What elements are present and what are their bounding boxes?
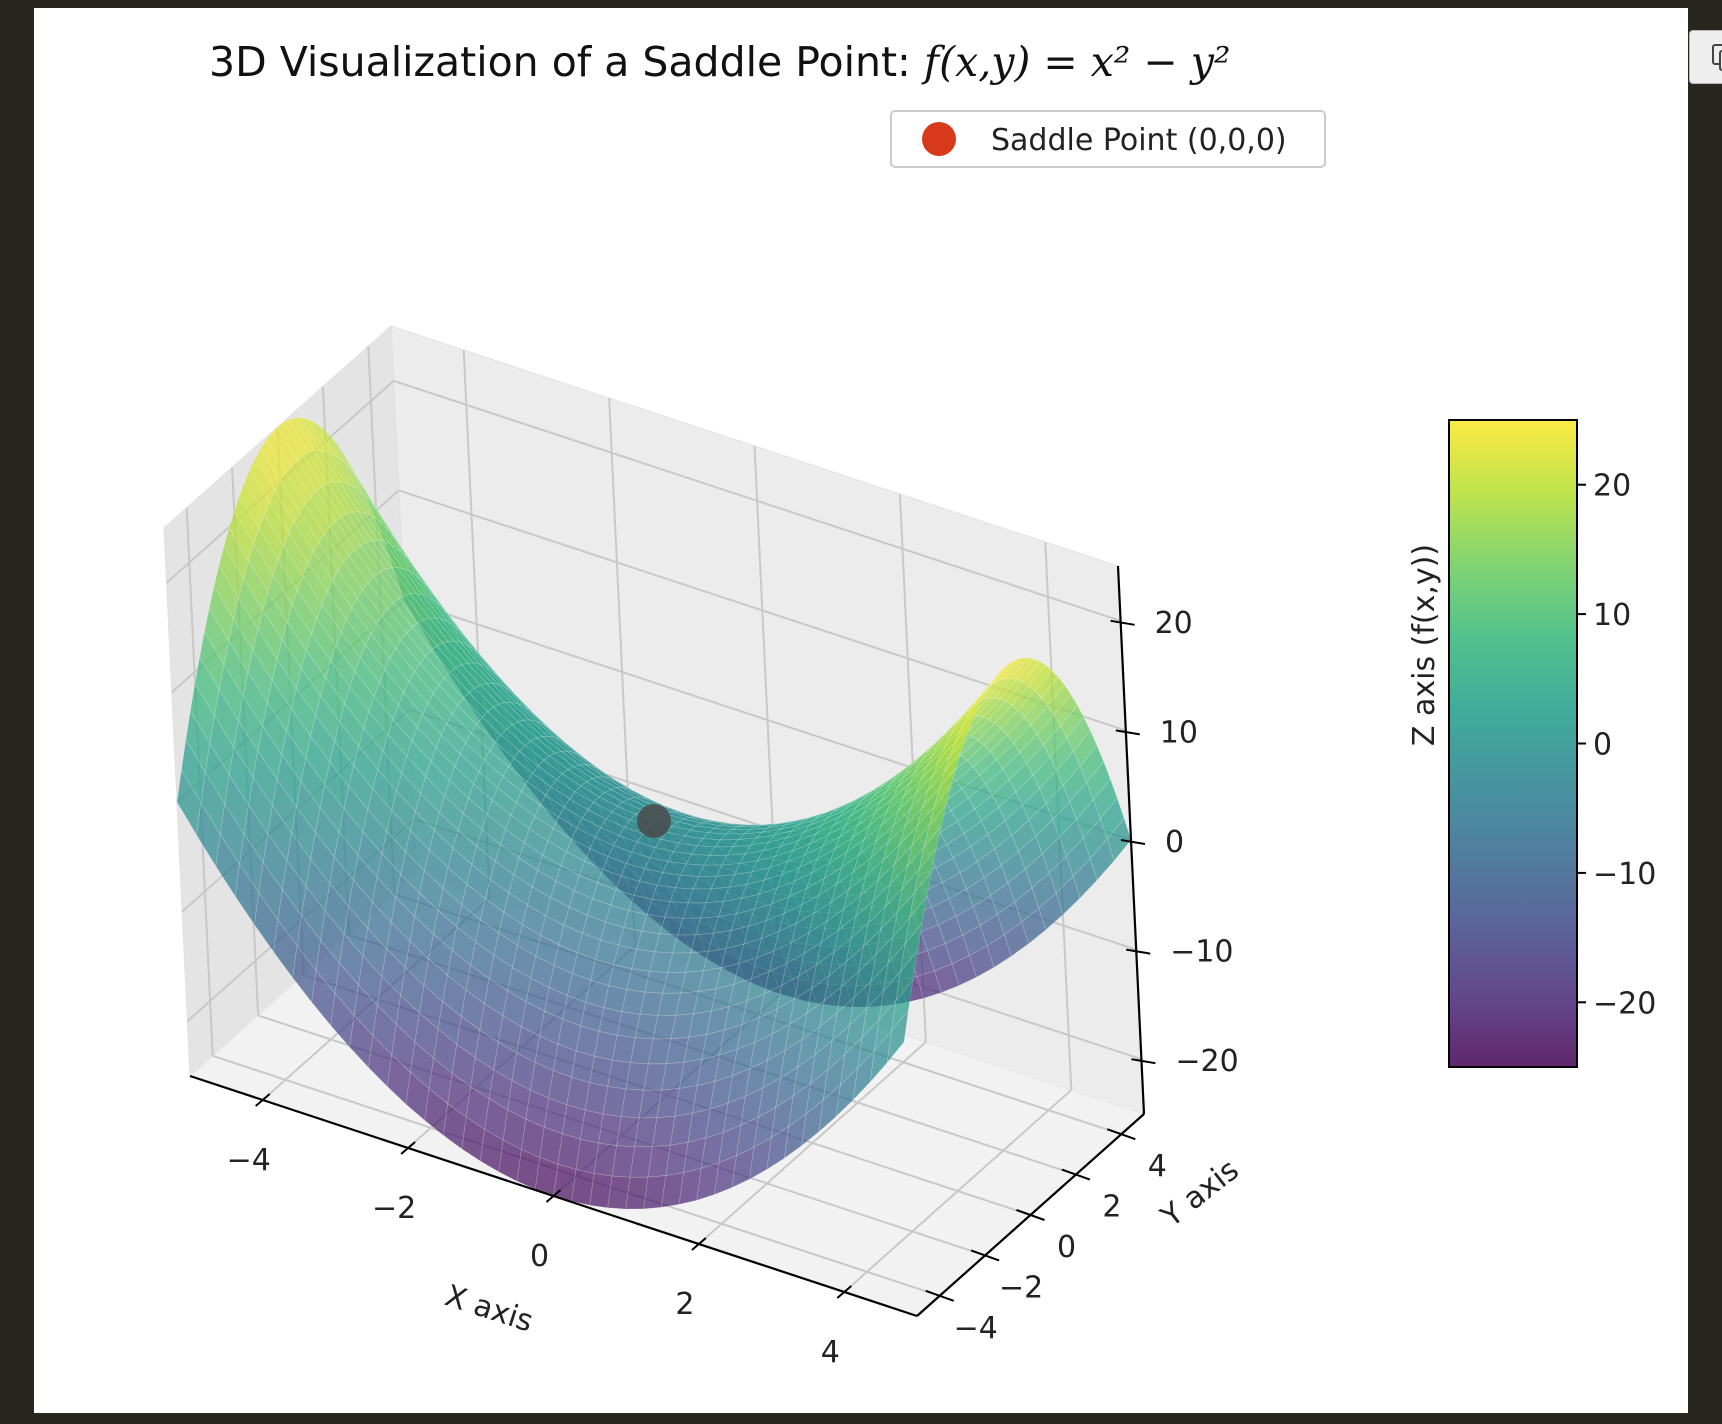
z-tick-label: −20: [1175, 1044, 1238, 1079]
colorbar-tick-label: 0: [1593, 728, 1612, 763]
surface-facet: [900, 922, 923, 973]
copy-button[interactable]: [1689, 30, 1722, 84]
y-tick: [1061, 1168, 1091, 1181]
surface-facet: [1093, 778, 1118, 820]
colorbar-tick-label: 10: [1593, 598, 1631, 633]
z-tick: [1110, 619, 1135, 626]
surface-facet: [1073, 730, 1098, 767]
x-tick-label: −4: [227, 1143, 271, 1178]
x-axis-label: X axis: [441, 1278, 538, 1339]
surface-facet: [904, 895, 928, 945]
z-tick-label: 0: [1165, 825, 1184, 860]
z-axis-label: Z axis (f(x,y)): [1407, 544, 1442, 746]
surface-facet: [959, 698, 983, 731]
x-tick: [691, 1237, 707, 1251]
legend-marker: [922, 122, 956, 156]
z-tick: [1115, 729, 1140, 736]
colorbar-gradient: [1448, 419, 1578, 1068]
surface-facet: [1028, 664, 1053, 692]
surface-facet: [1004, 657, 1029, 680]
surface-facet: [919, 826, 942, 870]
surface-facet: [1066, 716, 1091, 752]
z-tick: [1126, 948, 1151, 955]
colorbar: −20 −10 0 10 20: [1448, 419, 1656, 1068]
x-tick: [836, 1285, 852, 1299]
saddle-surface: [176, 417, 1132, 1210]
y-tick: [1106, 1128, 1136, 1141]
colorbar-tick-label: −20: [1593, 986, 1656, 1021]
surface-facet: [895, 949, 918, 1002]
x-tick: [545, 1189, 562, 1203]
surface-facet: [914, 848, 937, 893]
z-tick-label: −10: [1170, 935, 1233, 970]
surface-facet: [1060, 704, 1085, 739]
z-tick: [1131, 1058, 1156, 1065]
surface-facet: [909, 871, 932, 918]
colorbar-tick-label: −10: [1593, 857, 1656, 892]
y-tick: [970, 1249, 1000, 1262]
y-tick-label: 4: [1148, 1149, 1167, 1184]
legend-label: Saddle Point (0,0,0): [991, 123, 1287, 158]
y-tick: [1016, 1209, 1045, 1221]
surface-facet: [891, 978, 914, 1033]
z-tick-label: 10: [1160, 715, 1198, 750]
surface-facet: [938, 751, 962, 789]
x-tick-label: 4: [821, 1335, 840, 1370]
surface-facet: [1053, 693, 1078, 727]
x-tick: [255, 1093, 271, 1107]
surface-facet: [1086, 761, 1111, 801]
colorbar-tick-label: 20: [1593, 469, 1631, 504]
surface-facet: [1099, 797, 1125, 840]
saddle-point-marker: [637, 804, 671, 838]
surface-facet: [949, 721, 972, 757]
z-tick: [1120, 839, 1146, 845]
surface-facet: [886, 1009, 909, 1064]
surface-facet: [933, 767, 957, 807]
chart-title: 3D Visualization of a Saddle Point: f(x,…: [209, 38, 1230, 86]
gridline-z-back: [393, 379, 1121, 622]
x-tick-label: 0: [530, 1239, 549, 1274]
y-tick-label: 0: [1057, 1230, 1076, 1265]
copy-icon: [1712, 44, 1722, 71]
figure: −4 −2 0 2 4 −4 −2 0 2 4 −20 −10 0 10 20 X axis Y axis Z …: [34, 8, 1722, 1413]
y-tick-label: −2: [999, 1270, 1043, 1305]
x-tick: [400, 1141, 416, 1155]
y-tick-label: −4: [954, 1311, 998, 1346]
surface-facet: [944, 735, 967, 773]
legend: Saddle Point (0,0,0): [890, 110, 1326, 168]
y-tick-label: 2: [1102, 1190, 1121, 1225]
surface-facet: [928, 785, 952, 827]
y-axis-label: Y axis: [1154, 1153, 1246, 1235]
surface-facet: [1079, 744, 1104, 783]
surface-facet: [1047, 684, 1072, 716]
z-tick-label: 20: [1155, 606, 1193, 641]
y-tick: [925, 1289, 955, 1302]
z-axis-line: [1116, 565, 1146, 1115]
surface-facet: [1040, 676, 1065, 707]
x-tick-label: 2: [675, 1287, 694, 1322]
x-tick-label: −2: [372, 1191, 416, 1226]
